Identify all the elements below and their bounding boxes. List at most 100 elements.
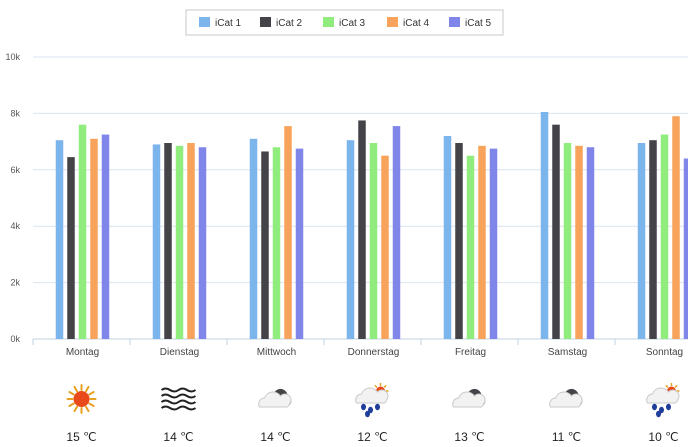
fog-icon	[160, 387, 197, 411]
bar[interactable]	[637, 143, 646, 339]
bar[interactable]	[683, 158, 688, 339]
y-tick-label: 8k	[10, 108, 20, 118]
legend-label: iCat 1	[215, 18, 242, 29]
sun-ray	[383, 384, 387, 388]
x-tick-label: Montag	[66, 347, 99, 358]
bar[interactable]	[249, 138, 258, 339]
x-tick-label: Mittwoch	[257, 347, 296, 358]
bar[interactable]	[660, 134, 669, 339]
sun-ray	[73, 385, 78, 393]
light-cloud	[258, 391, 292, 408]
sun-ray	[674, 384, 678, 388]
legend-swatch	[387, 17, 398, 27]
temperature-label: 13 ℃	[454, 430, 484, 444]
bar[interactable]	[649, 140, 657, 339]
sun-ray	[88, 391, 95, 396]
light-cloud	[549, 391, 583, 408]
bar[interactable]	[466, 155, 475, 339]
legend: iCat 1 iCat 2 iCat 3 iCat 4 iCat 5	[185, 9, 504, 36]
bar[interactable]	[164, 143, 172, 339]
y-tick-label: 2k	[10, 278, 20, 288]
bar[interactable]	[455, 143, 463, 339]
sun-ray	[665, 384, 669, 388]
y-tick-label: 10k	[5, 52, 20, 62]
x-tick-label: Donnerstag	[348, 347, 400, 358]
light-cloud	[646, 387, 680, 404]
cloud-icon	[258, 388, 292, 408]
legend-item[interactable]: iCat 5	[449, 17, 492, 29]
bar[interactable]	[563, 143, 572, 339]
bar[interactable]	[586, 147, 595, 339]
x-tick-label: Freitag	[455, 347, 486, 358]
bar[interactable]	[101, 134, 110, 339]
y-tick-label: 4k	[10, 221, 20, 231]
rain-drop	[659, 406, 664, 414]
light-cloud	[452, 391, 486, 408]
legend-item[interactable]: iCat 1	[199, 17, 242, 29]
legend-label: iCat 5	[465, 18, 492, 29]
bar[interactable]	[261, 151, 269, 339]
temperature-label: 11 ℃	[552, 430, 581, 444]
rain-drop	[368, 406, 373, 414]
sun-disc	[73, 391, 90, 407]
bar[interactable]	[187, 143, 195, 339]
bar[interactable]	[443, 135, 452, 339]
bar[interactable]	[55, 140, 64, 339]
legend-swatch	[323, 17, 334, 27]
bar[interactable]	[381, 155, 389, 339]
fog-line	[160, 405, 197, 411]
light-cloud	[355, 387, 389, 404]
bar[interactable]	[272, 147, 281, 339]
sun-ray	[73, 405, 78, 413]
bar[interactable]	[67, 157, 75, 339]
fog-line	[160, 387, 197, 393]
bar[interactable]	[346, 140, 355, 339]
bar[interactable]	[198, 147, 207, 339]
bar[interactable]	[152, 144, 161, 339]
sun-ray	[68, 402, 75, 407]
fog-line	[160, 393, 197, 399]
legend-swatch	[449, 17, 460, 27]
cloud-icon	[549, 388, 583, 408]
bar[interactable]	[540, 111, 549, 340]
y-tick-label: 0k	[10, 334, 20, 344]
sun-ray	[68, 391, 75, 396]
temperature-label: 10 ℃	[648, 430, 678, 444]
rain-drop	[375, 403, 380, 411]
x-tick-label: Samstag	[548, 347, 587, 358]
legend-item[interactable]: iCat 2	[260, 17, 303, 29]
rain-sun-icon	[646, 383, 680, 418]
bar[interactable]	[672, 116, 680, 339]
rain-drop	[656, 410, 661, 418]
bar[interactable]	[90, 138, 98, 339]
legend-label: iCat 3	[339, 18, 366, 29]
fog-line	[160, 399, 197, 405]
temperature-label: 15 ℃	[66, 430, 96, 444]
bar[interactable]	[78, 124, 87, 340]
rain-sun-icon	[355, 383, 389, 418]
legend-swatch	[199, 17, 210, 27]
legend-item[interactable]: iCat 4	[387, 17, 430, 29]
bar[interactable]	[358, 120, 366, 339]
bar[interactable]	[575, 145, 583, 339]
y-tick-label: 6k	[10, 165, 20, 175]
legend-label: iCat 4	[403, 18, 430, 29]
rain-drop	[652, 403, 657, 411]
bar[interactable]	[369, 143, 378, 339]
bar[interactable]	[478, 145, 486, 339]
sun-ray	[88, 402, 95, 407]
temperature-label: 12 ℃	[357, 430, 387, 444]
bar[interactable]	[552, 124, 560, 340]
sun-ray	[85, 385, 90, 393]
bar[interactable]	[284, 126, 292, 339]
bar[interactable]	[392, 126, 401, 339]
legend-item[interactable]: iCat 3	[323, 17, 366, 29]
bar[interactable]	[489, 148, 498, 339]
cloud-icon	[452, 388, 486, 408]
bar[interactable]	[295, 148, 304, 339]
bar[interactable]	[175, 145, 184, 339]
rain-drop	[666, 403, 671, 411]
temperature-label: 14 ℃	[260, 430, 290, 444]
rain-drop	[365, 410, 370, 418]
